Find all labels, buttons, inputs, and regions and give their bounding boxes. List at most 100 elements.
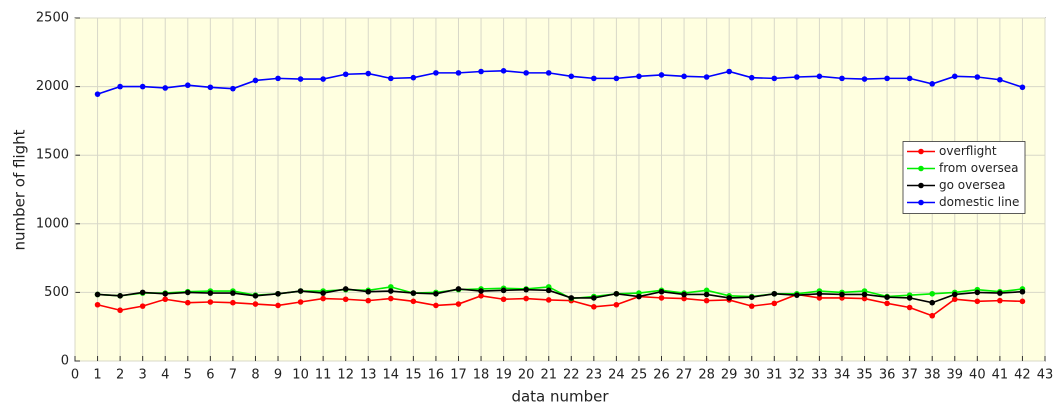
point — [184, 82, 191, 89]
point — [906, 75, 913, 82]
point — [951, 73, 958, 80]
point — [162, 85, 169, 91]
x-tick-label: 6 — [206, 368, 214, 383]
point — [658, 72, 665, 78]
point — [884, 294, 890, 301]
point — [117, 293, 123, 299]
x-tick-label: 23 — [586, 368, 603, 383]
point — [771, 290, 778, 297]
x-tick-label: 40 — [969, 368, 986, 383]
point — [568, 73, 575, 80]
x-tick-label: 27 — [676, 368, 693, 383]
point — [861, 291, 868, 298]
x-tick-label: 24 — [608, 368, 625, 383]
point — [342, 71, 349, 78]
point — [906, 295, 913, 301]
point — [365, 70, 372, 77]
x-tick-label: 9 — [274, 368, 282, 383]
point — [636, 293, 642, 300]
plot-area — [74, 17, 1046, 362]
point — [884, 300, 890, 307]
point — [929, 299, 936, 306]
point — [929, 312, 936, 319]
y-tick-label: 2500 — [36, 11, 69, 26]
point — [997, 297, 1003, 304]
x-tick-label: 36 — [879, 368, 896, 383]
point — [365, 297, 372, 304]
point — [748, 74, 755, 81]
point — [117, 307, 123, 314]
point — [184, 299, 191, 306]
point — [748, 294, 755, 301]
point — [1019, 298, 1026, 305]
point — [748, 303, 755, 309]
point — [252, 301, 259, 307]
point — [410, 290, 417, 296]
point — [974, 74, 981, 80]
point — [839, 75, 845, 82]
x-tick-label: 16 — [428, 368, 445, 383]
x-tick-label: 22 — [563, 368, 580, 383]
x-tick-label: 31 — [766, 368, 783, 383]
point — [230, 85, 236, 92]
point — [703, 74, 710, 80]
point — [794, 292, 800, 298]
x-tick-label: 20 — [518, 368, 535, 383]
point — [207, 299, 214, 305]
point — [1019, 288, 1026, 295]
point — [884, 75, 890, 82]
point — [545, 287, 552, 294]
x-tick-label: 25 — [631, 368, 648, 383]
legend: overflight from oversea go oversea domestic… — [902, 141, 1026, 214]
point — [433, 302, 439, 309]
y-tick-label: 1000 — [36, 216, 69, 231]
point — [388, 284, 394, 290]
point — [658, 288, 665, 295]
point — [568, 295, 575, 301]
point — [545, 70, 552, 76]
point — [139, 303, 146, 309]
point — [861, 76, 868, 82]
legend-label: overflight — [939, 144, 997, 158]
legend-swatch — [918, 182, 924, 189]
x-tick-label: 1 — [93, 368, 101, 383]
point — [591, 304, 597, 310]
point — [342, 296, 349, 303]
point — [703, 291, 710, 298]
point — [252, 293, 259, 299]
point — [410, 74, 417, 81]
point — [816, 73, 823, 80]
legend-swatch — [918, 148, 924, 155]
point — [297, 288, 304, 294]
x-tick-label: 12 — [337, 368, 354, 383]
point — [478, 68, 484, 75]
point — [455, 286, 462, 292]
x-tick-label: 18 — [473, 368, 490, 383]
point — [703, 297, 710, 304]
point — [342, 286, 349, 292]
point — [613, 290, 620, 297]
point — [951, 296, 958, 303]
point — [275, 75, 281, 82]
x-tick-label: 11 — [315, 368, 332, 383]
y-tick-label: 500 — [44, 285, 69, 300]
x-tick-label: 13 — [360, 368, 377, 383]
x-tick-label: 26 — [653, 368, 670, 383]
point — [997, 290, 1003, 296]
point — [94, 301, 101, 308]
point — [139, 289, 146, 296]
x-tick-label: 3 — [139, 368, 147, 383]
point — [591, 295, 597, 301]
point — [906, 304, 913, 311]
point — [455, 70, 462, 76]
point — [94, 91, 101, 97]
point — [794, 74, 800, 80]
point — [207, 84, 214, 91]
x-tick-label: 37 — [901, 368, 918, 383]
point — [275, 302, 281, 309]
point — [523, 70, 529, 76]
series-line — [97, 288, 1023, 304]
legend-swatch — [918, 165, 924, 172]
point — [94, 291, 101, 298]
